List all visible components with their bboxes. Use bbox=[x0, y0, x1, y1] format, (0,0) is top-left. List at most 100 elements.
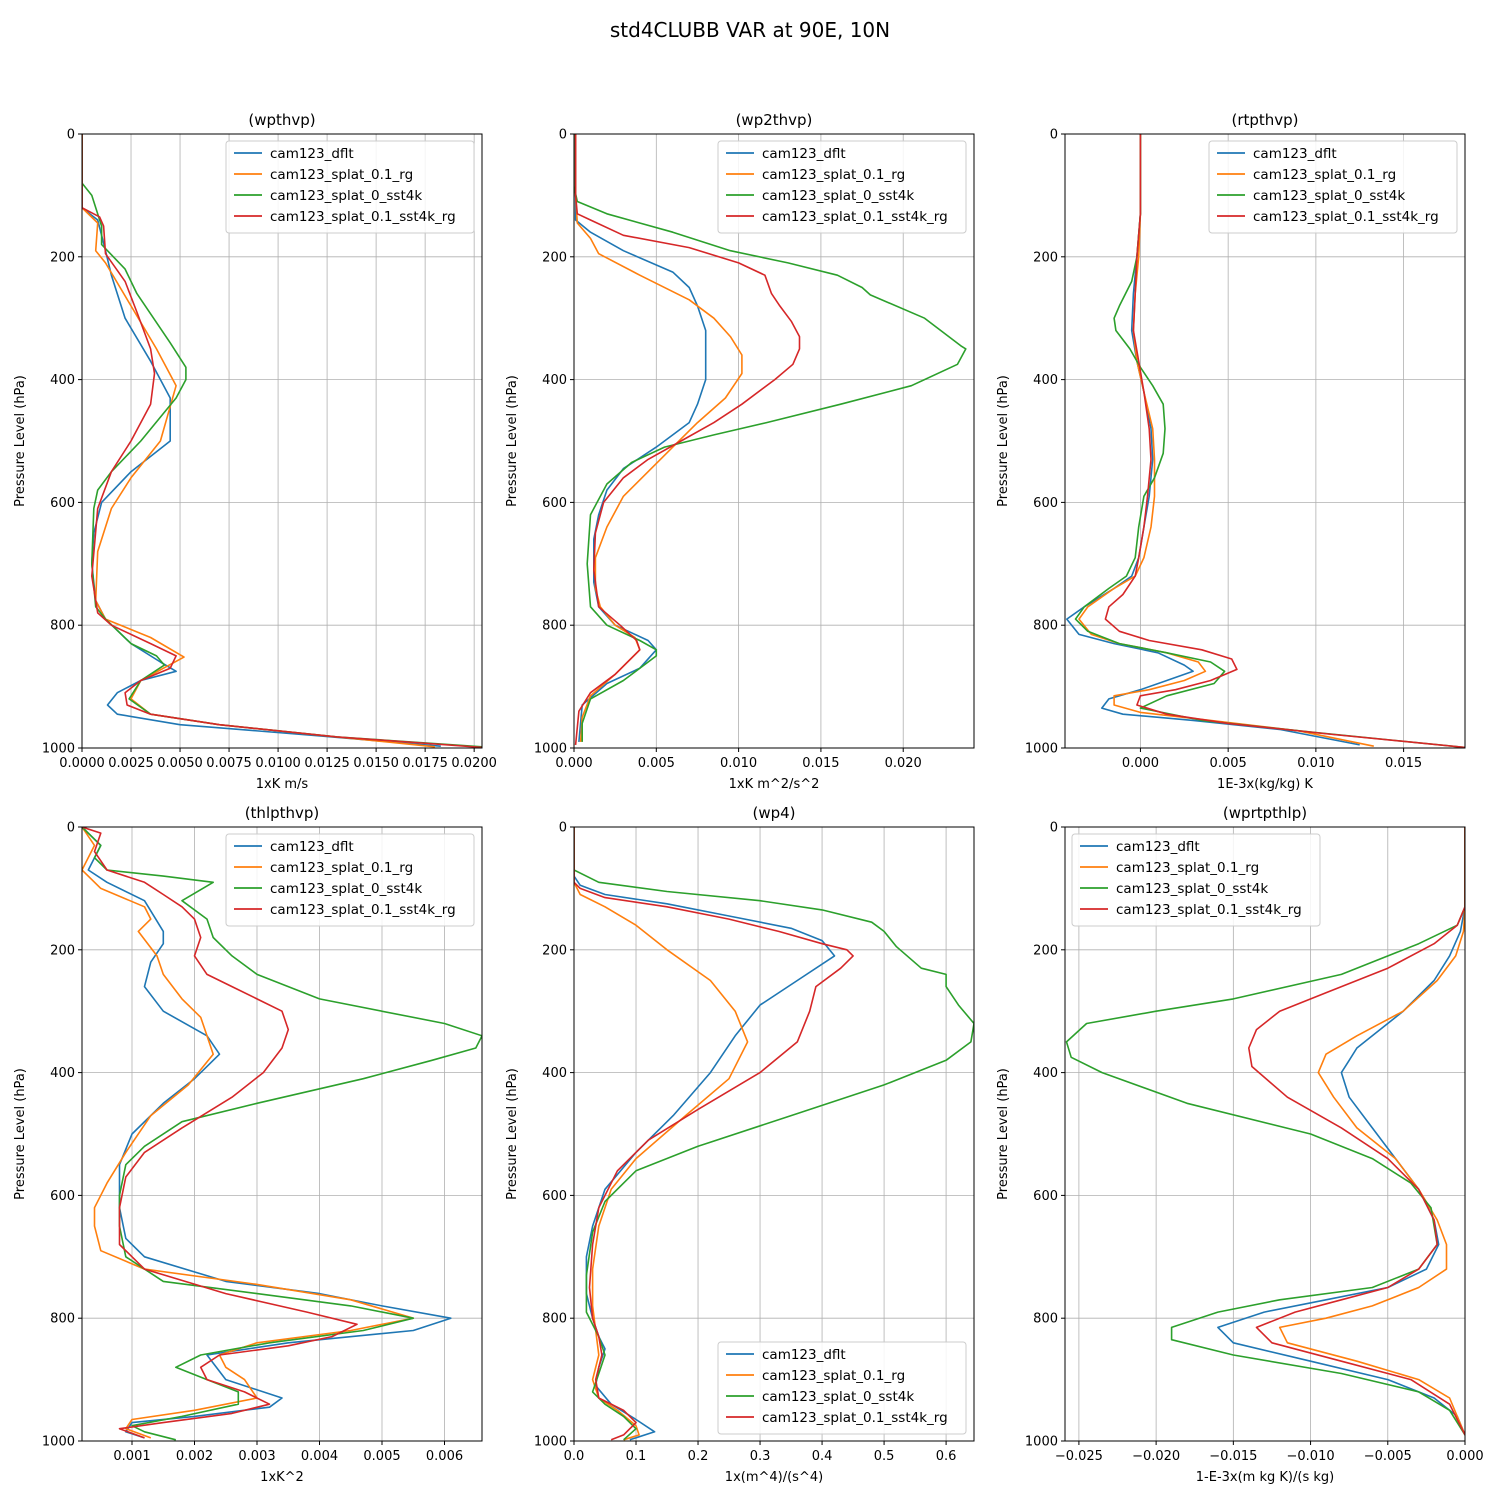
panel-2-xlabel: 1xK m^2/s^2 bbox=[729, 777, 820, 792]
panel-2-title: (wp2thvp) bbox=[736, 111, 813, 129]
panel-6-legend-label-3: cam123_splat_0_sst4k bbox=[1116, 881, 1268, 897]
panel-1-ylabel: Pressure Level (hPa) bbox=[13, 375, 28, 507]
panel-4-title: (thlpthvp) bbox=[245, 804, 320, 822]
panel-3-ytick-label: 200 bbox=[1033, 250, 1058, 265]
panel-4-ytick-label: 1000 bbox=[42, 1435, 75, 1450]
panel-3-axes-frame bbox=[1064, 133, 1466, 749]
panel-2-axes-frame bbox=[573, 133, 975, 749]
panel-1-legend-label-1: cam123_dflt bbox=[270, 146, 354, 162]
panel-5-ytick-label: 400 bbox=[542, 1066, 567, 1081]
panel-3-xlabel: 1E-3x(kg/kg) K bbox=[1217, 777, 1313, 792]
panel-2-xtick-label: 0.000 bbox=[555, 756, 592, 771]
panel-1-xtick-label: 0.0150 bbox=[353, 756, 399, 771]
panel-5-xtick-label: 0.2 bbox=[688, 1449, 709, 1464]
panel-1-axes-frame bbox=[81, 133, 483, 749]
panel-2-xtick-label: 0.020 bbox=[885, 756, 922, 771]
panel-4-ytick-label: 600 bbox=[50, 1189, 75, 1204]
panel-4-xtick-label: 0.004 bbox=[301, 1449, 338, 1464]
panel-3-ylabel: Pressure Level (hPa) bbox=[996, 375, 1011, 507]
panel-2-series-line-4 bbox=[574, 134, 801, 745]
panel-1-ytick-label: 600 bbox=[50, 496, 75, 511]
panel-6-xtick-label: 0.000 bbox=[1446, 1449, 1483, 1464]
panel-1-xtick-label: 0.0050 bbox=[157, 756, 203, 771]
panel-5-xtick-label: 0.6 bbox=[936, 1449, 957, 1464]
panel-5-xlabel: 1x(m^4)/(s^4) bbox=[725, 1470, 823, 1485]
panel-2-legend-box bbox=[717, 140, 967, 234]
panel-6-series-line-4 bbox=[1248, 827, 1465, 1436]
panel-3-title: (rtpthvp) bbox=[1231, 111, 1298, 129]
panel-4-ytick-label: 200 bbox=[50, 943, 75, 958]
panel-6-ytick-label: 600 bbox=[1033, 1189, 1058, 1204]
panel-4-legend-label-3: cam123_splat_0_sst4k bbox=[270, 881, 422, 897]
panel-5-legend-label-1: cam123_dflt bbox=[762, 1347, 846, 1363]
panel-5-ytick-label: 600 bbox=[542, 1189, 567, 1204]
panel-6-xtick-label: −0.020 bbox=[1132, 1449, 1180, 1464]
panel-6-xtick-label: −0.005 bbox=[1364, 1449, 1412, 1464]
panel-6-legend-label-4: cam123_splat_0.1_sst4k_rg bbox=[1116, 902, 1302, 918]
panel-6-xtick-label: −0.025 bbox=[1055, 1449, 1103, 1464]
panel-6-xtick-label: −0.010 bbox=[1287, 1449, 1335, 1464]
panel-2-legend-label-4: cam123_splat_0.1_sst4k_rg bbox=[762, 209, 948, 225]
panel-2-ytick-label: 800 bbox=[542, 619, 567, 634]
panel-4-xtick-label: 0.001 bbox=[113, 1449, 150, 1464]
panel-5-series-line-3 bbox=[574, 827, 974, 1441]
panel-3-ytick-label: 800 bbox=[1033, 619, 1058, 634]
panel-2-xtick-label: 0.015 bbox=[802, 756, 839, 771]
panel-4-xtick-label: 0.002 bbox=[176, 1449, 213, 1464]
panel-5-title: (wp4) bbox=[752, 804, 795, 822]
panel-6-ytick-label: 800 bbox=[1033, 1312, 1058, 1327]
panel-5-legend-box bbox=[717, 1341, 967, 1435]
panel-3-ytick-label: 0 bbox=[1050, 128, 1058, 143]
panel-1-xtick-label: 0.0200 bbox=[451, 756, 497, 771]
panel-1-ytick-label: 0 bbox=[67, 128, 75, 143]
figure-title: std4CLUBB VAR at 90E, 10N bbox=[610, 18, 890, 42]
panel-5-series-line-4 bbox=[574, 827, 854, 1441]
panel-4-xtick-label: 0.003 bbox=[238, 1449, 275, 1464]
panel-4-legend-label-4: cam123_splat_0.1_sst4k_rg bbox=[270, 902, 456, 918]
panel-3-legend-box bbox=[1208, 140, 1458, 234]
panel-2-ylabel: Pressure Level (hPa) bbox=[505, 375, 520, 507]
panel-2-legend-label-1: cam123_dflt bbox=[762, 146, 846, 162]
panel-4-legend-label-1: cam123_dflt bbox=[270, 839, 354, 855]
panel-2-legend-label-3: cam123_splat_0_sst4k bbox=[762, 188, 914, 204]
panel-2-series-line-1 bbox=[574, 134, 707, 742]
panel-2-ytick-label: 600 bbox=[542, 496, 567, 511]
panel-1-xtick-label: 0.0125 bbox=[304, 756, 350, 771]
panel-4-legend-label-2: cam123_splat_0.1_rg bbox=[270, 860, 413, 876]
panel-5-ylabel: Pressure Level (hPa) bbox=[505, 1068, 520, 1200]
panel-3-xtick-label: 0.015 bbox=[1385, 756, 1422, 771]
panel-3-xtick-label: 0.010 bbox=[1297, 756, 1334, 771]
panel-3-ytick-label: 600 bbox=[1033, 496, 1058, 511]
panel-1-legend-label-2: cam123_splat_0.1_rg bbox=[270, 167, 413, 183]
panel-2-ytick-label: 400 bbox=[542, 373, 567, 388]
panel-5-xtick-label: 0.0 bbox=[564, 1449, 585, 1464]
panel-6-ytick-label: 1000 bbox=[1025, 1435, 1058, 1450]
panel-4-xtick-label: 0.005 bbox=[363, 1449, 400, 1464]
panel-1-xtick-label: 0.0000 bbox=[59, 756, 105, 771]
panel-6-xtick-label: −0.015 bbox=[1209, 1449, 1257, 1464]
panel-5-xtick-label: 0.1 bbox=[626, 1449, 647, 1464]
panel-1-title: (wpthvp) bbox=[248, 111, 315, 129]
panel-5-legend-label-4: cam123_splat_0.1_sst4k_rg bbox=[762, 1410, 948, 1426]
panel-5-ytick-label: 0 bbox=[559, 821, 567, 836]
panel-1-ytick-label: 1000 bbox=[42, 742, 75, 757]
panel-6-legend-label-1: cam123_dflt bbox=[1116, 839, 1200, 855]
panel-6-xlabel: 1-E-3x(m kg K)/(s kg) bbox=[1196, 1470, 1334, 1485]
panel-4-series-line-4 bbox=[82, 827, 358, 1439]
panel-5-xtick-label: 0.5 bbox=[874, 1449, 895, 1464]
panel-2-xtick-label: 0.010 bbox=[720, 756, 757, 771]
panel-3-legend-label-1: cam123_dflt bbox=[1253, 146, 1337, 162]
panel-1-series-line-3 bbox=[82, 134, 482, 748]
panel-5-xtick-label: 0.4 bbox=[812, 1449, 833, 1464]
panel-5-ytick-label: 200 bbox=[542, 943, 567, 958]
panel-4-series-line-2 bbox=[82, 827, 415, 1439]
panel-3-legend-label-3: cam123_splat_0_sst4k bbox=[1253, 188, 1405, 204]
panel-3-legend-label-4: cam123_splat_0.1_sst4k_rg bbox=[1253, 209, 1439, 225]
panel-4-ytick-label: 400 bbox=[50, 1066, 75, 1081]
panel-6-series-line-3 bbox=[1065, 827, 1465, 1436]
panel-1-legend-label-4: cam123_splat_0.1_sst4k_rg bbox=[270, 209, 456, 225]
panel-4-ytick-label: 0 bbox=[67, 821, 75, 836]
panel-3-ytick-label: 1000 bbox=[1025, 742, 1058, 757]
panel-2-ytick-label: 1000 bbox=[534, 742, 567, 757]
